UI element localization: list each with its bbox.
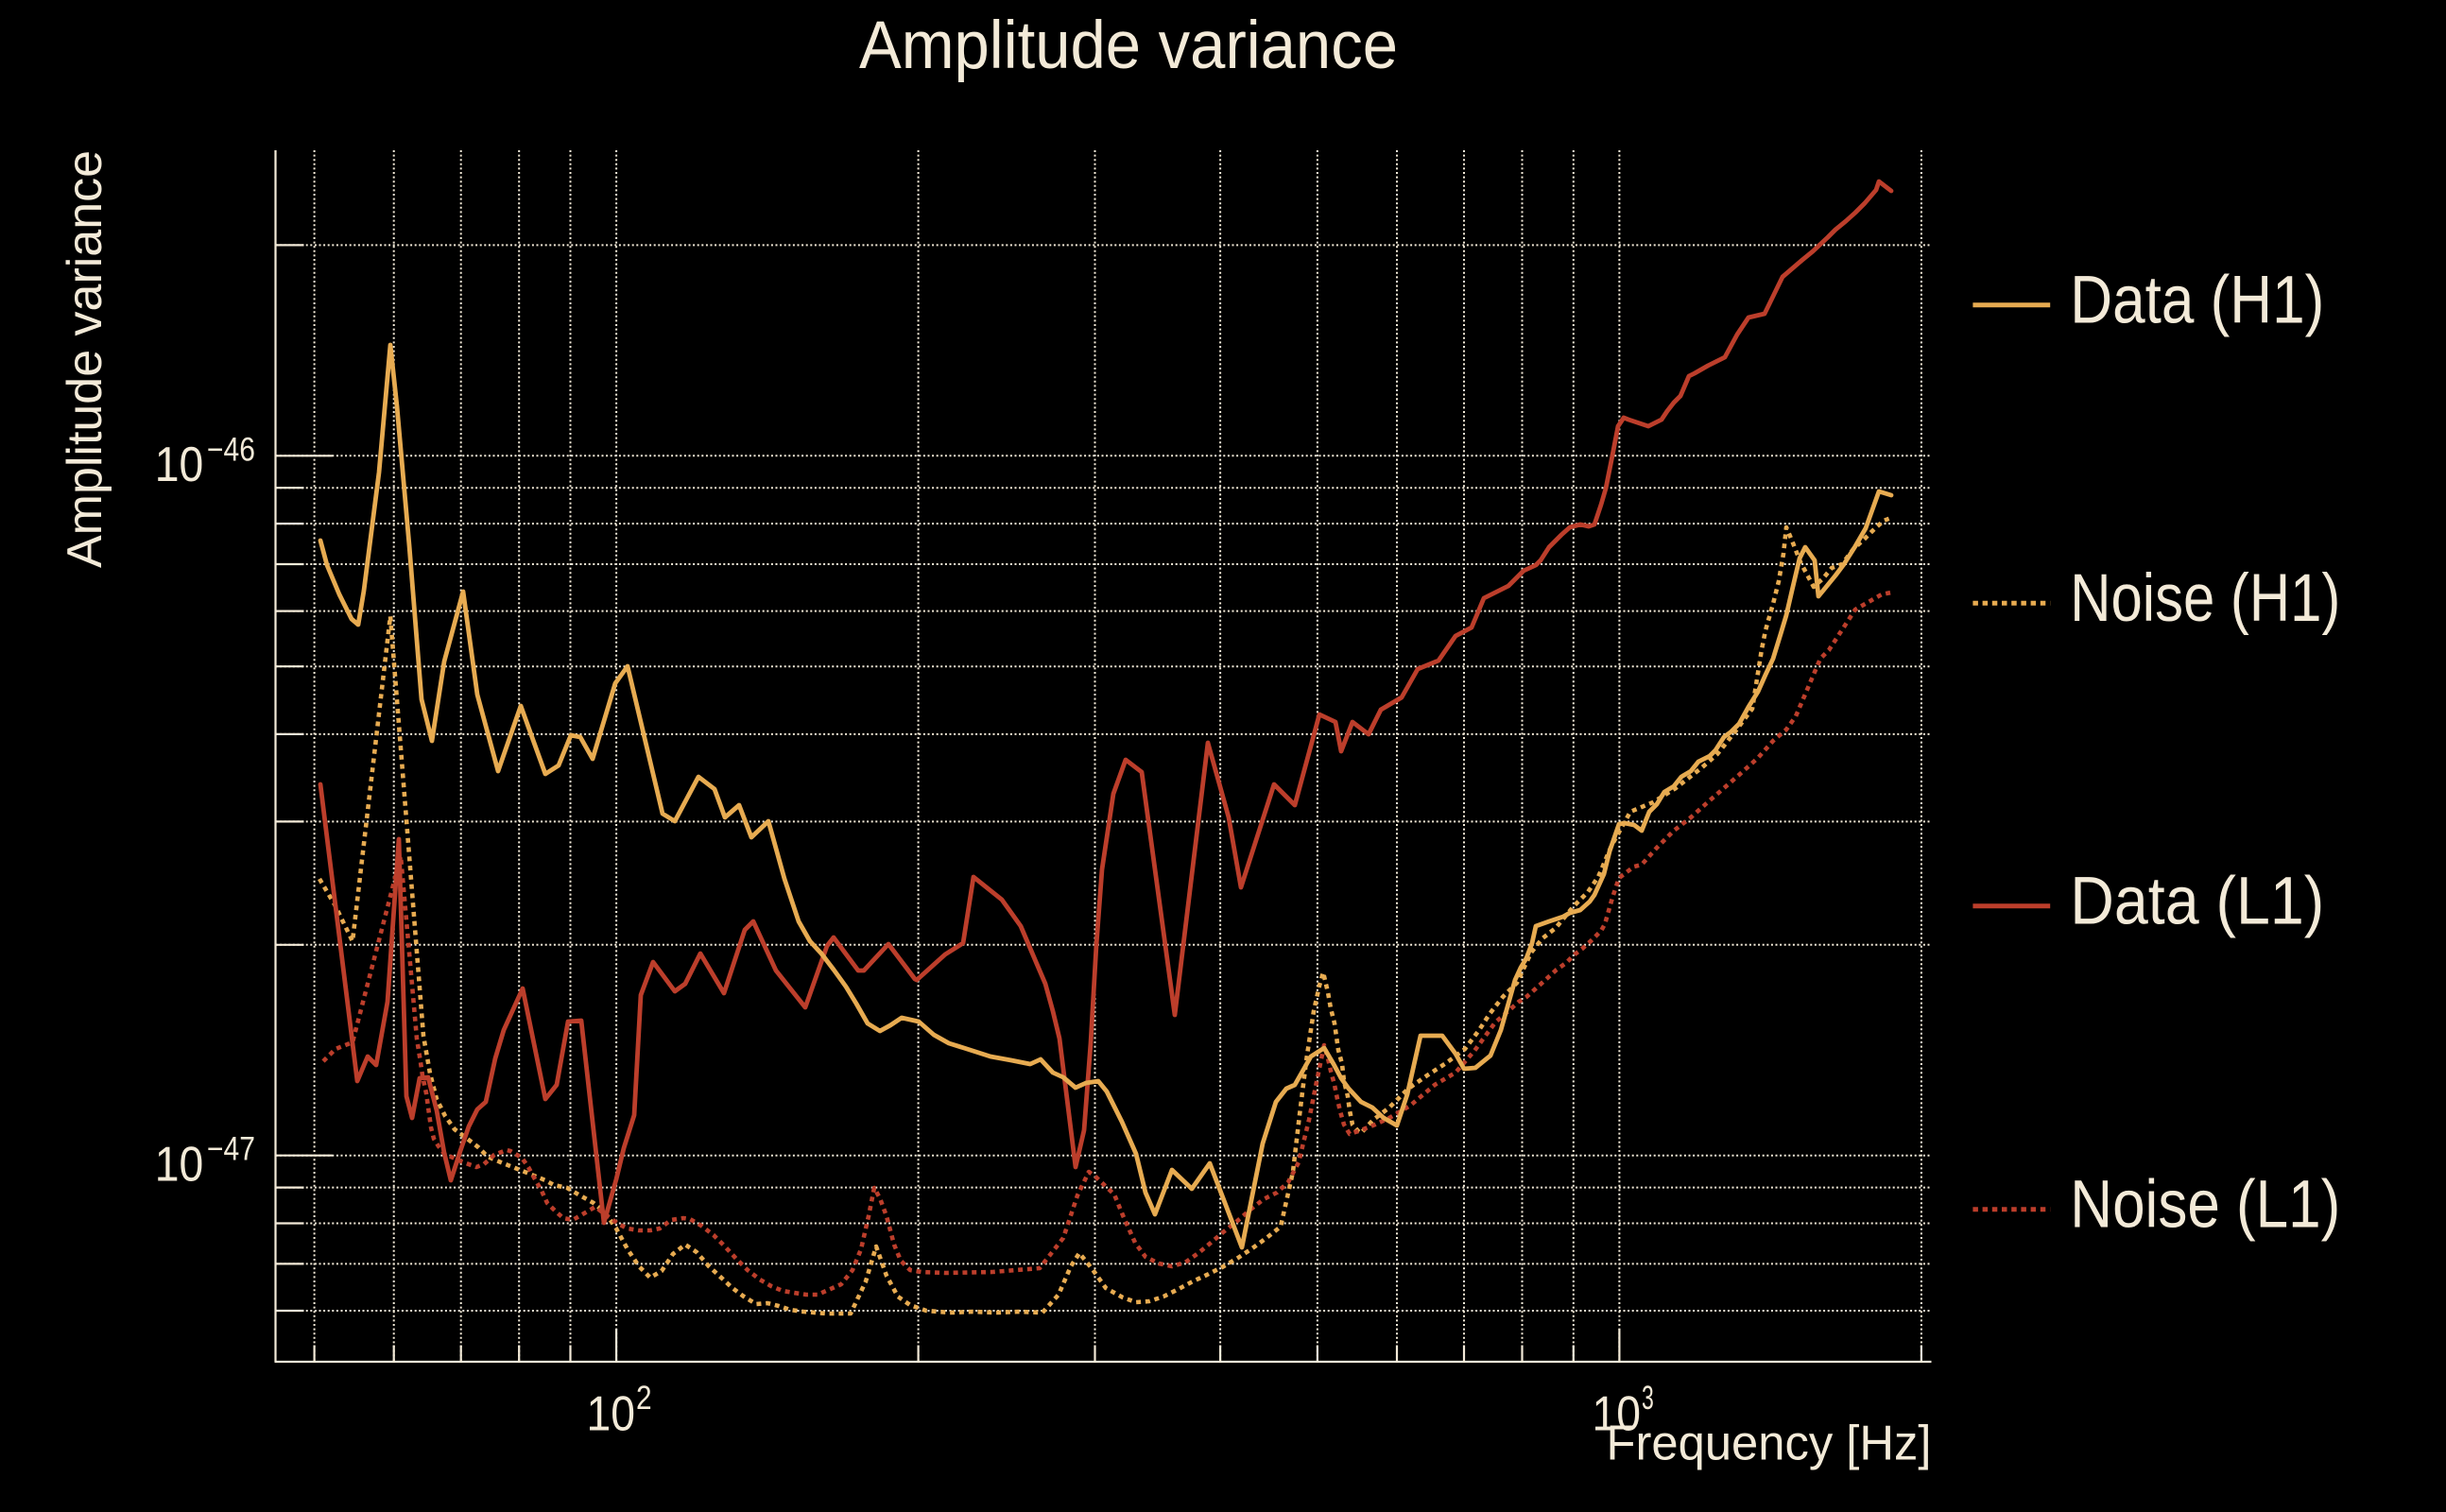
svg-text:Frequency [Hz]: Frequency [Hz] bbox=[1607, 1416, 1932, 1470]
svg-text:Noise (L1): Noise (L1) bbox=[2070, 1168, 2340, 1243]
svg-text:10: 10 bbox=[1593, 1387, 1642, 1442]
svg-text:10: 10 bbox=[587, 1387, 636, 1442]
svg-text:Data (H1): Data (H1) bbox=[2070, 264, 2324, 338]
svg-text:−46: −46 bbox=[207, 431, 255, 468]
svg-text:Data (L1): Data (L1) bbox=[2070, 865, 2324, 939]
svg-text:10: 10 bbox=[155, 1138, 204, 1193]
svg-text:Amplitude variance: Amplitude variance bbox=[859, 9, 1398, 83]
svg-text:2: 2 bbox=[636, 1380, 652, 1417]
svg-text:3: 3 bbox=[1642, 1380, 1654, 1417]
svg-text:−47: −47 bbox=[207, 1131, 255, 1168]
svg-text:Amplitude variance: Amplitude variance bbox=[58, 150, 112, 568]
svg-text:10: 10 bbox=[155, 438, 204, 492]
svg-text:Noise (H1): Noise (H1) bbox=[2070, 561, 2340, 636]
